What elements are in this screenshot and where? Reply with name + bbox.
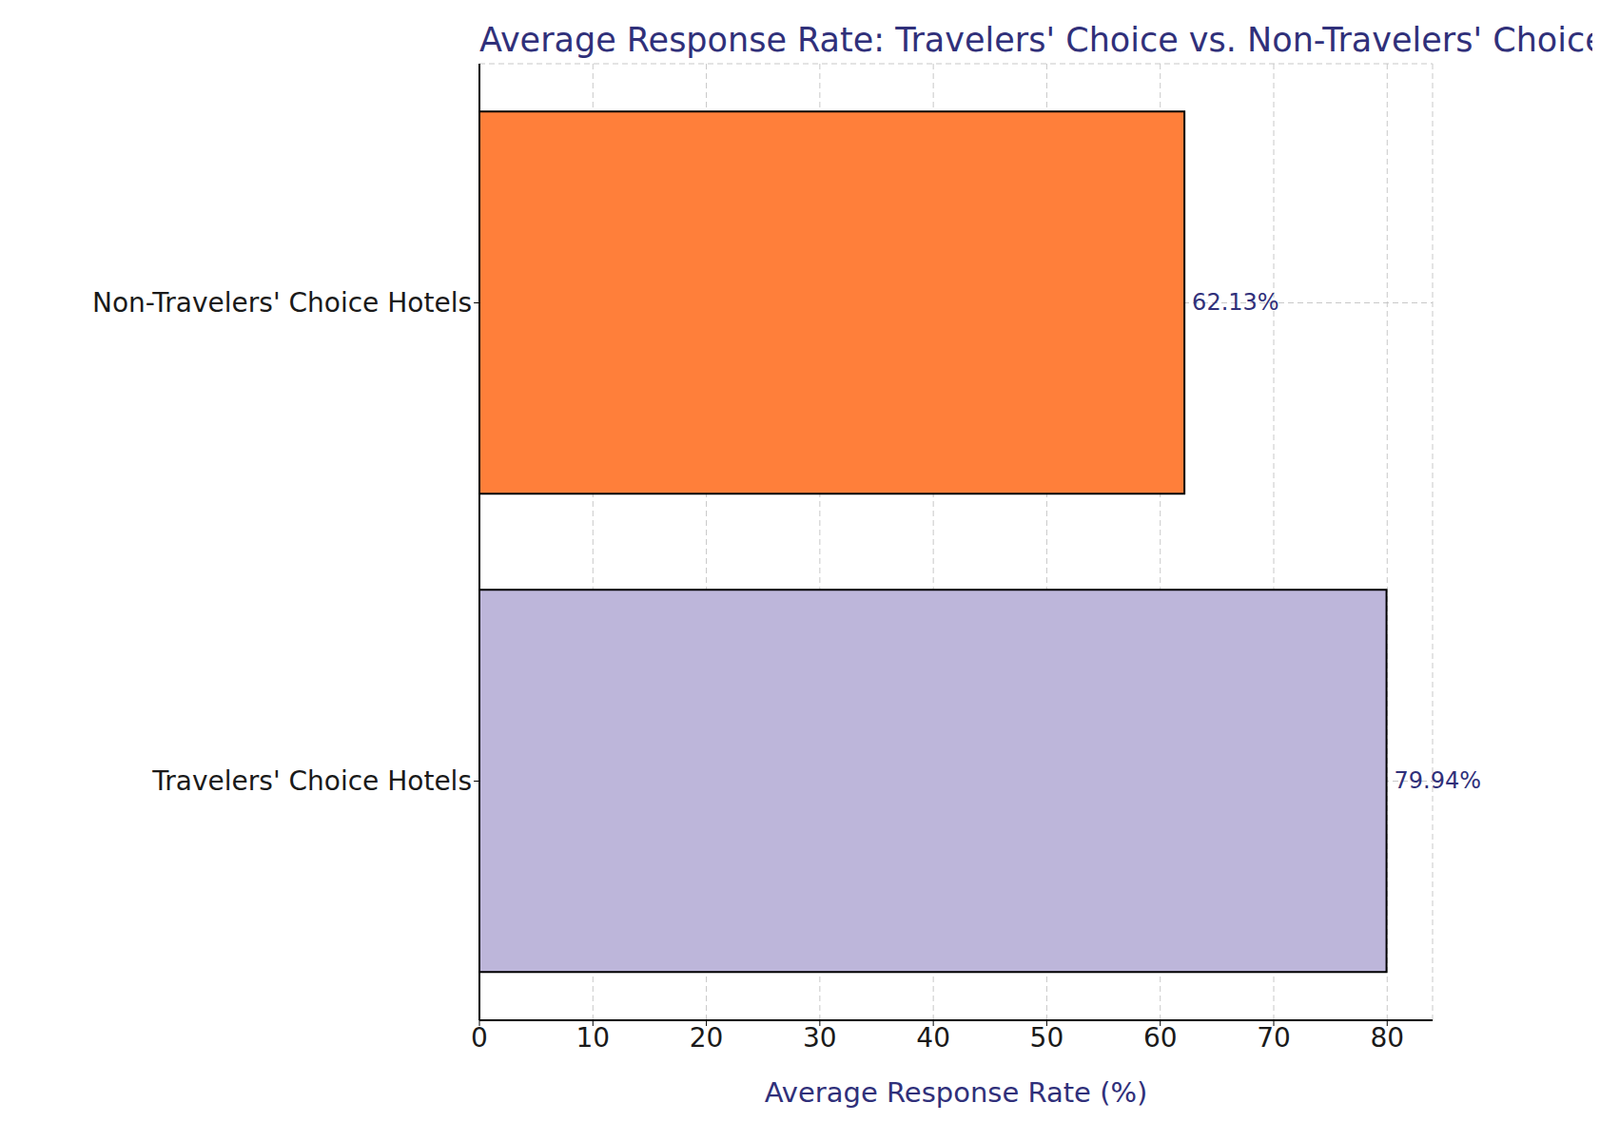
svg-text:Average Response Rate (%): Average Response Rate (%): [764, 1076, 1149, 1110]
svg-text:40: 40: [916, 1022, 951, 1054]
svg-text:Travelers' Choice Hotels: Travelers' Choice Hotels: [151, 765, 472, 798]
svg-text:50: 50: [1030, 1022, 1065, 1054]
svg-text:20: 20: [689, 1022, 724, 1054]
svg-text:30: 30: [802, 1022, 838, 1054]
svg-text:79.94%: 79.94%: [1394, 767, 1483, 795]
svg-text:Non-Travelers' Choice Hotels: Non-Travelers' Choice Hotels: [92, 287, 472, 319]
svg-text:70: 70: [1256, 1022, 1291, 1054]
svg-text:0: 0: [470, 1022, 488, 1054]
svg-text:62.13%: 62.13%: [1191, 289, 1280, 316]
svg-text:60: 60: [1143, 1022, 1178, 1054]
svg-text:80: 80: [1369, 1022, 1405, 1054]
svg-text:10: 10: [575, 1022, 610, 1054]
